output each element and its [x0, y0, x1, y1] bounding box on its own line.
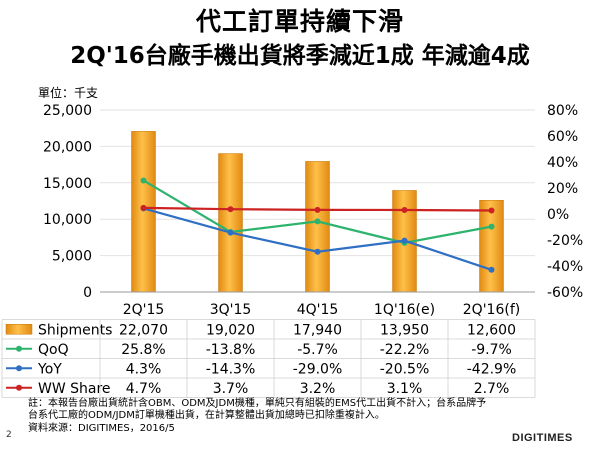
source-note: 資料來源：DIGITIMES，2016/5: [28, 423, 175, 434]
chart-title-line2: 2Q'16台廠手機出貨將季減近1成 年減逾4成: [70, 43, 530, 69]
point-qoq: [488, 223, 495, 230]
table-cell: -14.3%: [206, 361, 256, 377]
point-ww-share: [488, 207, 495, 214]
y-right-tick-label: 0%: [547, 207, 569, 223]
category-label: 2Q'15: [123, 302, 165, 318]
table-cell: -29.0%: [293, 361, 343, 377]
bar-shipments: [479, 200, 504, 293]
legend-label: QoQ: [38, 342, 69, 358]
table-cell: 3.1%: [387, 381, 423, 397]
table-cell: 25.8%: [121, 342, 165, 358]
category-label: 1Q'16(e): [374, 302, 435, 318]
point-yoy: [314, 248, 321, 255]
table-cell: 19,020: [206, 322, 255, 338]
footnote-line2: 台系代工廠的ODM/JDM訂單機種出貨，在計算整體出貨加總時已扣除重複計入。: [28, 410, 385, 421]
point-yoy: [227, 229, 234, 236]
legend-label: WW Share: [38, 381, 111, 397]
brand-logo: DIGITIMES: [512, 432, 573, 444]
table-cell: 4.7%: [126, 381, 162, 397]
y-right-tick-label: -60%: [547, 285, 583, 301]
y-left-tick-label: 10,000: [43, 212, 92, 228]
table-cell: -22.2%: [380, 342, 430, 358]
table-cell: 3.2%: [300, 381, 336, 397]
point-ww-share: [140, 204, 147, 211]
y-left-tick-label: 15,000: [43, 176, 92, 192]
y-left-tick-label: 20,000: [43, 139, 92, 155]
y-right-tick-label: -20%: [547, 233, 583, 249]
category-label: 3Q'15: [210, 302, 252, 318]
y-right-tick-label: 20%: [547, 181, 578, 197]
y-left-tick-label: 5,000: [52, 249, 92, 265]
legend-key-shipments: [5, 324, 33, 335]
point-qoq: [314, 218, 321, 225]
y-left-tick-label: 0: [83, 285, 92, 301]
page-number: 2: [6, 430, 12, 440]
unit-label: 單位：千支: [38, 86, 99, 100]
bar-shipments: [218, 153, 243, 293]
point-qoq: [140, 177, 147, 184]
point-ww-share: [401, 206, 408, 213]
table-cell: 17,940: [293, 322, 342, 338]
category-label: 2Q'16(f): [463, 302, 520, 318]
table-cell: 12,600: [467, 322, 516, 338]
chart-title-line1: 代工訂單持續下滑: [195, 7, 404, 36]
table-cell: -42.9%: [467, 361, 517, 377]
table-cell: -13.8%: [206, 342, 256, 358]
point-yoy: [488, 266, 495, 273]
legend-label: YoY: [37, 361, 62, 377]
footnote-line1: 註：本報告台廠出貨統計含OBM、ODM及JDM機種，單純只有組裝的EMS代工出貨…: [28, 398, 487, 409]
bar-shipments: [305, 161, 330, 293]
y-right-tick-label: -40%: [547, 259, 583, 275]
lines-layer: [140, 177, 495, 273]
table-cell: -20.5%: [380, 361, 430, 377]
table-cell: 3.7%: [213, 381, 249, 397]
legend-label: Shipments: [38, 322, 112, 338]
y-left-tick-label: 25,000: [43, 103, 92, 119]
y-right-tick-label: 40%: [547, 155, 578, 171]
table-cell: -5.7%: [297, 342, 338, 358]
point-ww-share: [314, 206, 321, 213]
table-cell: 22,070: [119, 322, 168, 338]
data-table: 2Q'15 3Q'15 4Q'15 1Q'16(e) 2Q'16(f) Shipments…: [1, 302, 536, 398]
legend-key-marker: [16, 365, 22, 372]
category-label: 4Q'15: [297, 302, 339, 318]
legend-key-marker: [16, 345, 22, 352]
axis-layer: 0 5,000 10,000 15,000 20,000 25,000 -60% -40% -2…: [43, 103, 583, 301]
legend-key-marker: [16, 384, 22, 391]
point-ww-share: [227, 206, 234, 213]
table-cell: 4.3%: [126, 361, 162, 377]
table-cell: 13,950: [380, 322, 429, 338]
point-yoy: [401, 237, 408, 244]
table-cell: 2.7%: [474, 381, 510, 397]
table-cell: -9.7%: [471, 342, 512, 358]
y-right-tick-label: 60%: [547, 129, 578, 145]
y-right-tick-label: 80%: [547, 103, 578, 119]
